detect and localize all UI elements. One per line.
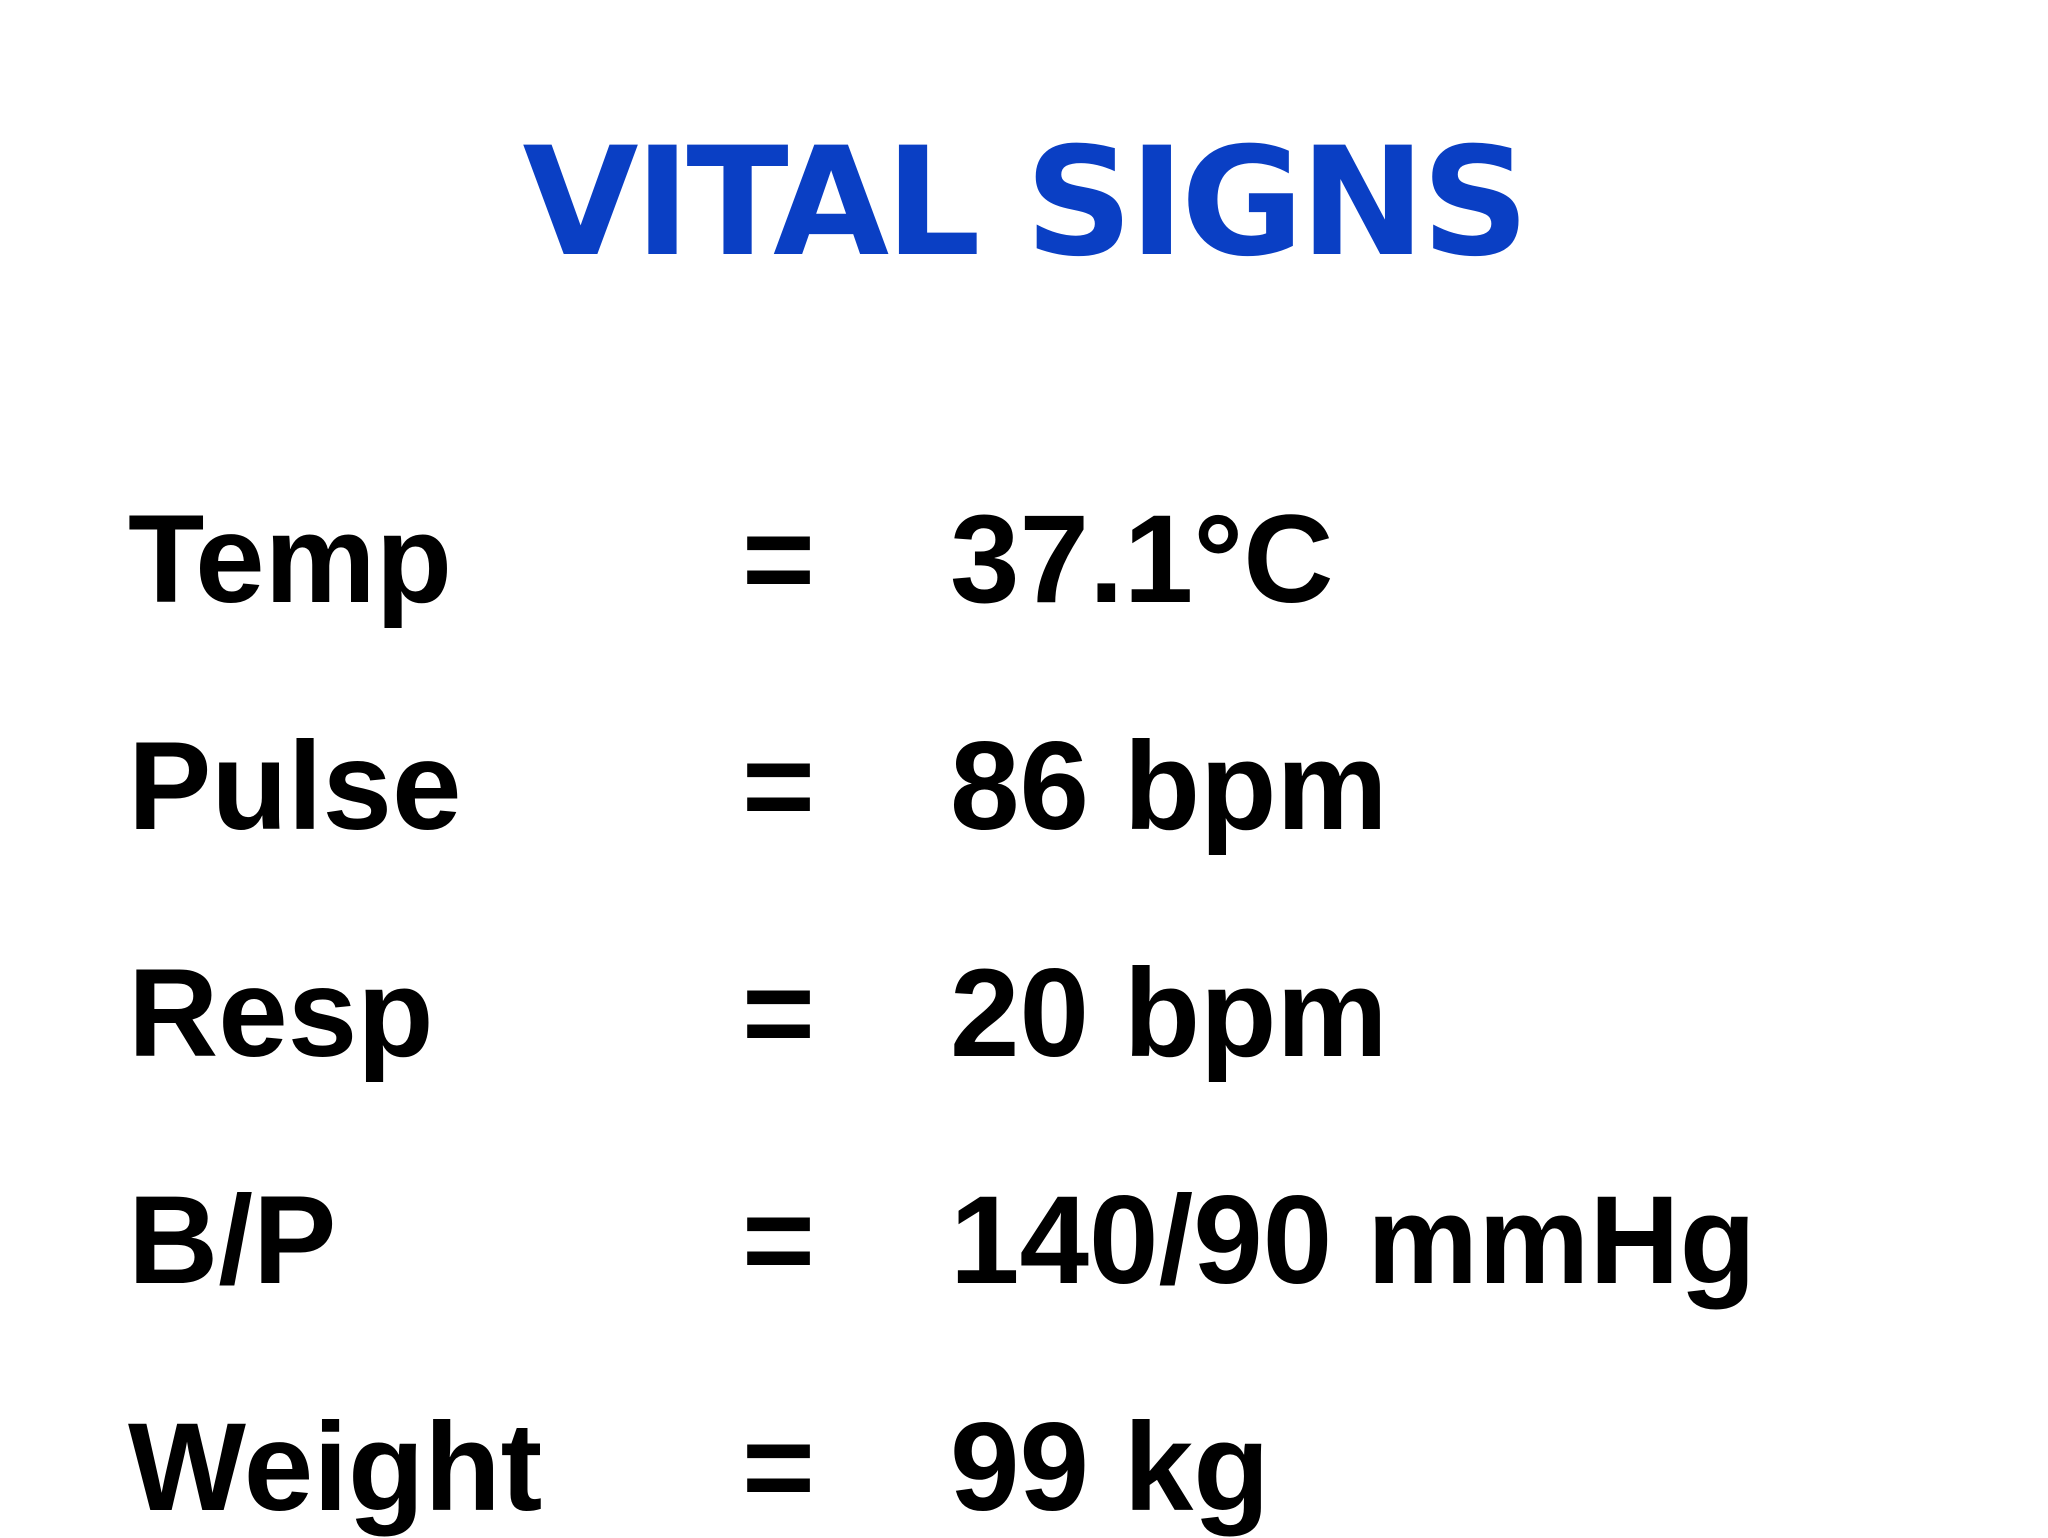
equals-sign: = — [742, 1398, 815, 1537]
vital-value: 20 bpm — [950, 944, 1388, 1083]
vital-value: 99 kg — [950, 1398, 1270, 1537]
vital-row-resp: Resp = 20 bpm — [0, 944, 2048, 1084]
vital-row-pulse: Pulse = 86 bpm — [0, 717, 2048, 857]
equals-sign: = — [742, 1171, 815, 1310]
vital-label: Temp — [128, 490, 453, 629]
equals-sign: = — [742, 490, 815, 629]
equals-sign: = — [742, 944, 815, 1083]
vital-label: Weight — [128, 1398, 543, 1537]
vital-value: 140/90 mmHg — [950, 1171, 1756, 1310]
vital-row-temp: Temp = 37.1°C — [0, 490, 2048, 630]
vital-row-weight: Weight = 99 kg — [0, 1398, 2048, 1538]
vital-label: Resp — [128, 944, 434, 1083]
vital-value: 86 bpm — [950, 717, 1388, 856]
vital-label: Pulse — [128, 717, 462, 856]
equals-sign: = — [742, 717, 815, 856]
vital-value: 37.1°C — [950, 490, 1334, 629]
vital-row-bp: B/P = 140/90 mmHg — [0, 1171, 2048, 1311]
vital-label: B/P — [128, 1171, 337, 1310]
page-title: VITAL SIGNS — [522, 116, 1530, 290]
